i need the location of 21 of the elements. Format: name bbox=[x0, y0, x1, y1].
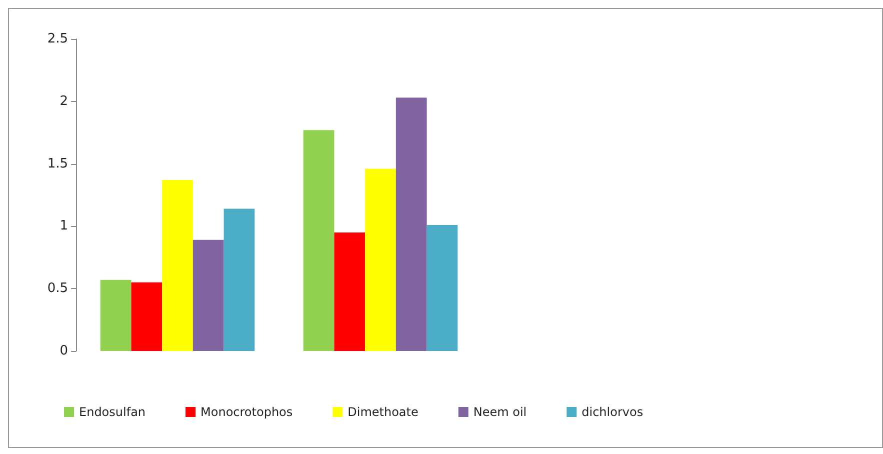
y-tick-label: 0 bbox=[60, 344, 68, 358]
y-tick-label: 1.5 bbox=[47, 156, 68, 172]
legend-label: dichlorvos bbox=[582, 405, 644, 419]
legend-label: Monocrotophos bbox=[200, 405, 293, 419]
bar bbox=[396, 98, 427, 351]
bar bbox=[365, 168, 396, 351]
bar bbox=[100, 280, 132, 351]
y-tick-label: 2.5 bbox=[47, 32, 68, 46]
bar bbox=[224, 208, 255, 351]
bar bbox=[426, 224, 458, 351]
bar bbox=[162, 180, 193, 351]
y-tick-label: 1 bbox=[60, 218, 68, 234]
legend-label: Endosulfan bbox=[79, 405, 146, 419]
legend-label: Neem oil bbox=[473, 405, 527, 419]
y-tick-label: 0.5 bbox=[47, 281, 68, 296]
y-tick-label: 2 bbox=[60, 94, 68, 109]
bar bbox=[334, 232, 366, 351]
legend-label: Dimethoate bbox=[348, 405, 418, 419]
bar bbox=[131, 282, 162, 351]
bar bbox=[303, 130, 334, 351]
bar bbox=[192, 240, 224, 351]
